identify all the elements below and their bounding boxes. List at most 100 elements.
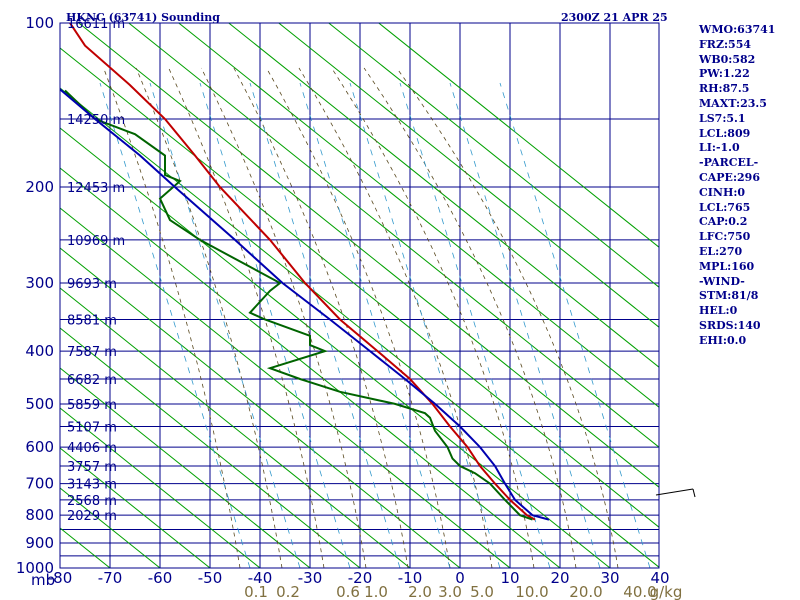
dry-adiabat-line xyxy=(60,167,561,568)
chart-time: 2300Z 21 APR 25 xyxy=(561,11,668,24)
stat-item: EL:270 xyxy=(699,244,743,258)
stat-item: EHI:0.0 xyxy=(699,333,747,347)
height-label: 16611 m xyxy=(67,17,125,32)
stat-item: MPL:160 xyxy=(699,259,755,273)
mixing-ratio-line xyxy=(249,82,401,568)
height-label: 3143 m xyxy=(67,478,117,493)
temperature-tick-label: -70 xyxy=(98,569,123,587)
moist-adiabat-line xyxy=(103,67,241,568)
dry-adiabat-line xyxy=(60,207,511,568)
height-label: 6682 m xyxy=(67,373,117,388)
temperature-tick-label: -40 xyxy=(248,569,273,587)
dry-adiabat-line xyxy=(60,127,611,568)
height-label: 3757 m xyxy=(67,460,117,475)
pressure-tick-label: 200 xyxy=(25,178,54,196)
pressure-tick-label: 1000 xyxy=(16,559,54,577)
temperature-tick-label: 40 xyxy=(650,569,669,587)
height-label: 2568 m xyxy=(67,494,117,509)
profile-line-3 xyxy=(60,88,550,521)
height-label: 8581 m xyxy=(67,314,117,329)
mixing-ratio-label: 20.0 xyxy=(569,583,602,600)
mixing-ratio-label: 2.0 xyxy=(408,583,432,600)
moist-adiabat-line xyxy=(266,67,451,568)
mixing-ratio-label: 0.6 xyxy=(336,583,360,600)
pressure-tick-labels: 100 200 300 400 500 600 700 800 900 1000 xyxy=(16,14,54,577)
mixing-ratio-line xyxy=(99,82,251,568)
mixing-ratio-line xyxy=(399,82,551,568)
mixing-ratio-label: 0.1 xyxy=(244,583,268,600)
mixing-ratio-line xyxy=(349,82,501,568)
height-label: 10969 m xyxy=(67,234,125,249)
temperature-tick-label: -30 xyxy=(298,569,323,587)
dry-adiabat-line xyxy=(177,23,659,408)
height-label: 5107 m xyxy=(67,420,117,435)
stat-item: HEL:0 xyxy=(699,304,738,318)
stat-item: LFC:750 xyxy=(699,230,751,244)
mixing-ratio-line xyxy=(199,82,351,568)
pressure-tick-label: 100 xyxy=(25,14,54,32)
stat-item: SRDS:140 xyxy=(699,318,761,332)
stat-item: WMO:63741 xyxy=(699,23,776,36)
pressure-tick-label: 500 xyxy=(25,395,54,413)
pressure-tick-label: 800 xyxy=(25,506,54,524)
mixing-ratio-label: g/kg xyxy=(650,583,683,600)
temperature-tick-label: -80 xyxy=(48,569,73,587)
height-label: 9693 m xyxy=(67,277,117,292)
pressure-tick-label: 400 xyxy=(25,342,54,360)
stat-item: CAP:0.2 xyxy=(699,215,748,229)
height-label: 5859 m xyxy=(67,398,117,413)
temperature-tick-labels: -80 -70 -60 -50 -40 -30 -20 -10 0 10 20 30 40 xyxy=(48,569,670,587)
dry-adiabat-line xyxy=(277,23,659,328)
mixing-ratio-line xyxy=(449,82,601,568)
stat-item: -PARCEL- xyxy=(699,156,759,170)
height-label: 12453 m xyxy=(67,181,125,196)
background-grid xyxy=(0,0,659,568)
dry-adiabat-line xyxy=(77,23,659,488)
mixing-ratio-line xyxy=(299,82,451,568)
profile-lines xyxy=(60,23,550,521)
stat-item: STM:81/8 xyxy=(699,289,759,303)
stat-item: LCL:809 xyxy=(699,126,751,140)
height-label: 4406 m xyxy=(67,441,117,456)
dry-adiabat-line xyxy=(60,247,461,568)
stat-item: PW:1.22 xyxy=(699,67,750,81)
dry-adiabat-line xyxy=(0,0,10,568)
temperature-tick-label: -10 xyxy=(398,569,423,587)
moist-adiabat-line xyxy=(200,67,367,568)
moist-adiabat-line xyxy=(135,67,283,568)
temperature-tick-label: -60 xyxy=(148,569,173,587)
stat-item: LI:-1.0 xyxy=(699,141,740,155)
temperature-tick-label: 0 xyxy=(455,569,465,587)
sounding-stats-panel: WMO:63741 FRZ:554 WB0:582 PW:1.22 RH:87.5 MAX… xyxy=(699,23,799,349)
stat-item: MAXT:23.5 xyxy=(699,96,767,110)
height-label: 14250 m xyxy=(67,113,125,128)
mixing-ratio-label: 3.0 xyxy=(438,583,462,600)
dry-adiabat-line xyxy=(227,23,659,368)
dry-adiabat-line xyxy=(127,23,659,448)
mixing-ratio-label: 40.0 xyxy=(623,583,656,600)
stat-item: WB0:582 xyxy=(699,52,756,66)
mixing-ratio-label: 1.0 xyxy=(364,583,388,600)
profile-line-1 xyxy=(69,23,536,521)
moist-adiabat-line xyxy=(363,67,577,568)
height-label: 2029 m xyxy=(67,509,117,524)
y-axis-unit: mb xyxy=(31,571,55,589)
pressure-tick-label: 300 xyxy=(25,274,54,292)
mixing-ratio-line xyxy=(499,82,651,568)
wind-barb xyxy=(655,488,696,498)
dry-adiabat-line xyxy=(60,87,659,568)
mixing-ratio-label: 5.0 xyxy=(470,583,494,600)
dry-adiabat-line xyxy=(60,287,411,568)
mixing-ratio-labels: 0.1 0.2 0.6 1.0 2.0 3.0 5.0 10.0 20.0 40.0g/kg xyxy=(244,583,682,600)
chart-title: HKNC (63741) Sounding xyxy=(66,11,220,24)
mixing-ratio-label: 10.0 xyxy=(515,583,548,600)
dry-adiabat-line xyxy=(60,407,261,568)
stat-item: -WIND- xyxy=(699,274,745,288)
temperature-tick-label: -20 xyxy=(348,569,373,587)
temperature-tick-label: 20 xyxy=(550,569,569,587)
moist-adiabat-line xyxy=(233,67,409,568)
dry-adiabat-line xyxy=(327,23,659,288)
mixing-ratio-line xyxy=(149,82,301,568)
stat-item: LCL:765 xyxy=(699,200,751,214)
